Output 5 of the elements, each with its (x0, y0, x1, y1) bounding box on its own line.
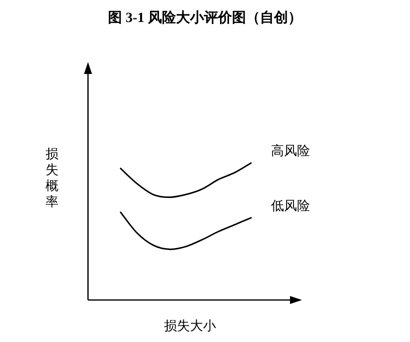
y-axis-title: 损失概率 (46, 147, 58, 210)
x-axis-title: 损失大小 (164, 319, 216, 334)
series-label: 高风险 (271, 143, 310, 159)
chart-title: 图 3-1 风险大小评价图（自创） (108, 10, 302, 26)
series-label: 低风险 (271, 198, 310, 214)
